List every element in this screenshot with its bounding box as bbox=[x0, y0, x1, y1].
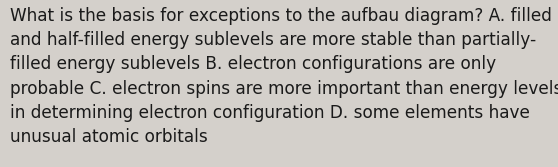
Text: What is the basis for exceptions to the aufbau diagram? A. filled
and half-fille: What is the basis for exceptions to the … bbox=[10, 7, 558, 146]
